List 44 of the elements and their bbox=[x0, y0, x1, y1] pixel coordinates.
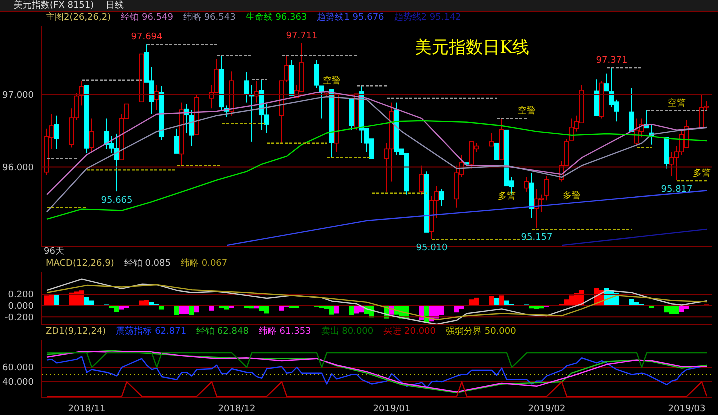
text: 震荡指标 62.871 bbox=[116, 327, 187, 337]
chart-subtitle: 美元指数(FX 8151) bbox=[14, 1, 94, 11]
annotation: 97.694 bbox=[131, 32, 164, 43]
annotation: 96天 bbox=[44, 246, 64, 258]
annotation: 空警 bbox=[323, 75, 341, 86]
x-tick-label: 2018/12 bbox=[218, 404, 256, 414]
annotation: 95.665 bbox=[101, 196, 133, 206]
text: 日线 bbox=[106, 1, 124, 11]
y-tick-label: 0.000 bbox=[8, 302, 34, 312]
y-tick-label: 40.000 bbox=[2, 378, 34, 388]
y-tick-label: 97.000 bbox=[2, 91, 34, 102]
annotation: 97.371 bbox=[596, 56, 628, 66]
annotation: 空警 bbox=[668, 98, 686, 109]
y-tick-label: -0.200 bbox=[4, 313, 34, 324]
x-tick-label: 2018/11 bbox=[68, 404, 106, 414]
text: 买进 20.000 bbox=[384, 327, 436, 337]
annotation: 95.817 bbox=[661, 184, 693, 195]
ref-line-label: 强弱分界 50.000 bbox=[446, 327, 516, 337]
annotation: 多警 bbox=[498, 190, 516, 202]
series-label: 卖出 80.000 bbox=[321, 327, 374, 337]
text: 经铂 62.848 bbox=[196, 327, 249, 337]
text: 趋势线2 95.142 bbox=[394, 13, 462, 23]
annotation: 97.711 bbox=[286, 31, 318, 42]
x-tick-label: 2019/01 bbox=[373, 404, 411, 414]
text: 趋势线1 95.676 bbox=[317, 13, 384, 23]
legend-title: 主图2(26,26,2) bbox=[46, 13, 112, 23]
x-tick-label: 2019/02 bbox=[528, 404, 566, 414]
y-tick-label: 60.000 bbox=[2, 364, 34, 374]
text: 纬略 96.543 bbox=[183, 13, 236, 23]
annotation: 空警 bbox=[518, 106, 536, 117]
x-tick-label: 2019/03 bbox=[668, 404, 706, 414]
text: 生命线 96.363 bbox=[246, 13, 308, 23]
annotation: 多警 bbox=[693, 168, 711, 180]
annotation: 多警 bbox=[563, 190, 581, 202]
text: 经铂 96.549 bbox=[121, 13, 174, 23]
text: 纬略 61.353 bbox=[258, 327, 312, 337]
legend-title: ZD1(9,12,24) bbox=[46, 327, 106, 337]
text: 经铂 0.085 bbox=[124, 259, 171, 269]
annotation: 95.157 bbox=[521, 232, 553, 243]
text: 纬略 0.067 bbox=[181, 259, 228, 269]
text: 美元指数日K线 bbox=[415, 37, 530, 59]
y-tick-label: 0.200 bbox=[8, 290, 34, 301]
y-tick-label: 96.000 bbox=[2, 163, 34, 174]
legend-title: MACD(12,26,9) bbox=[46, 259, 114, 269]
